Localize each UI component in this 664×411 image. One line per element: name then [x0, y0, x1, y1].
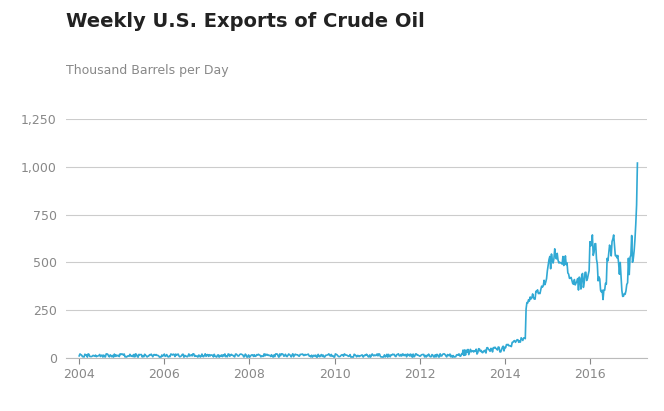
Text: Weekly U.S. Exports of Crude Oil: Weekly U.S. Exports of Crude Oil	[66, 12, 425, 31]
Text: Thousand Barrels per Day: Thousand Barrels per Day	[66, 64, 229, 77]
